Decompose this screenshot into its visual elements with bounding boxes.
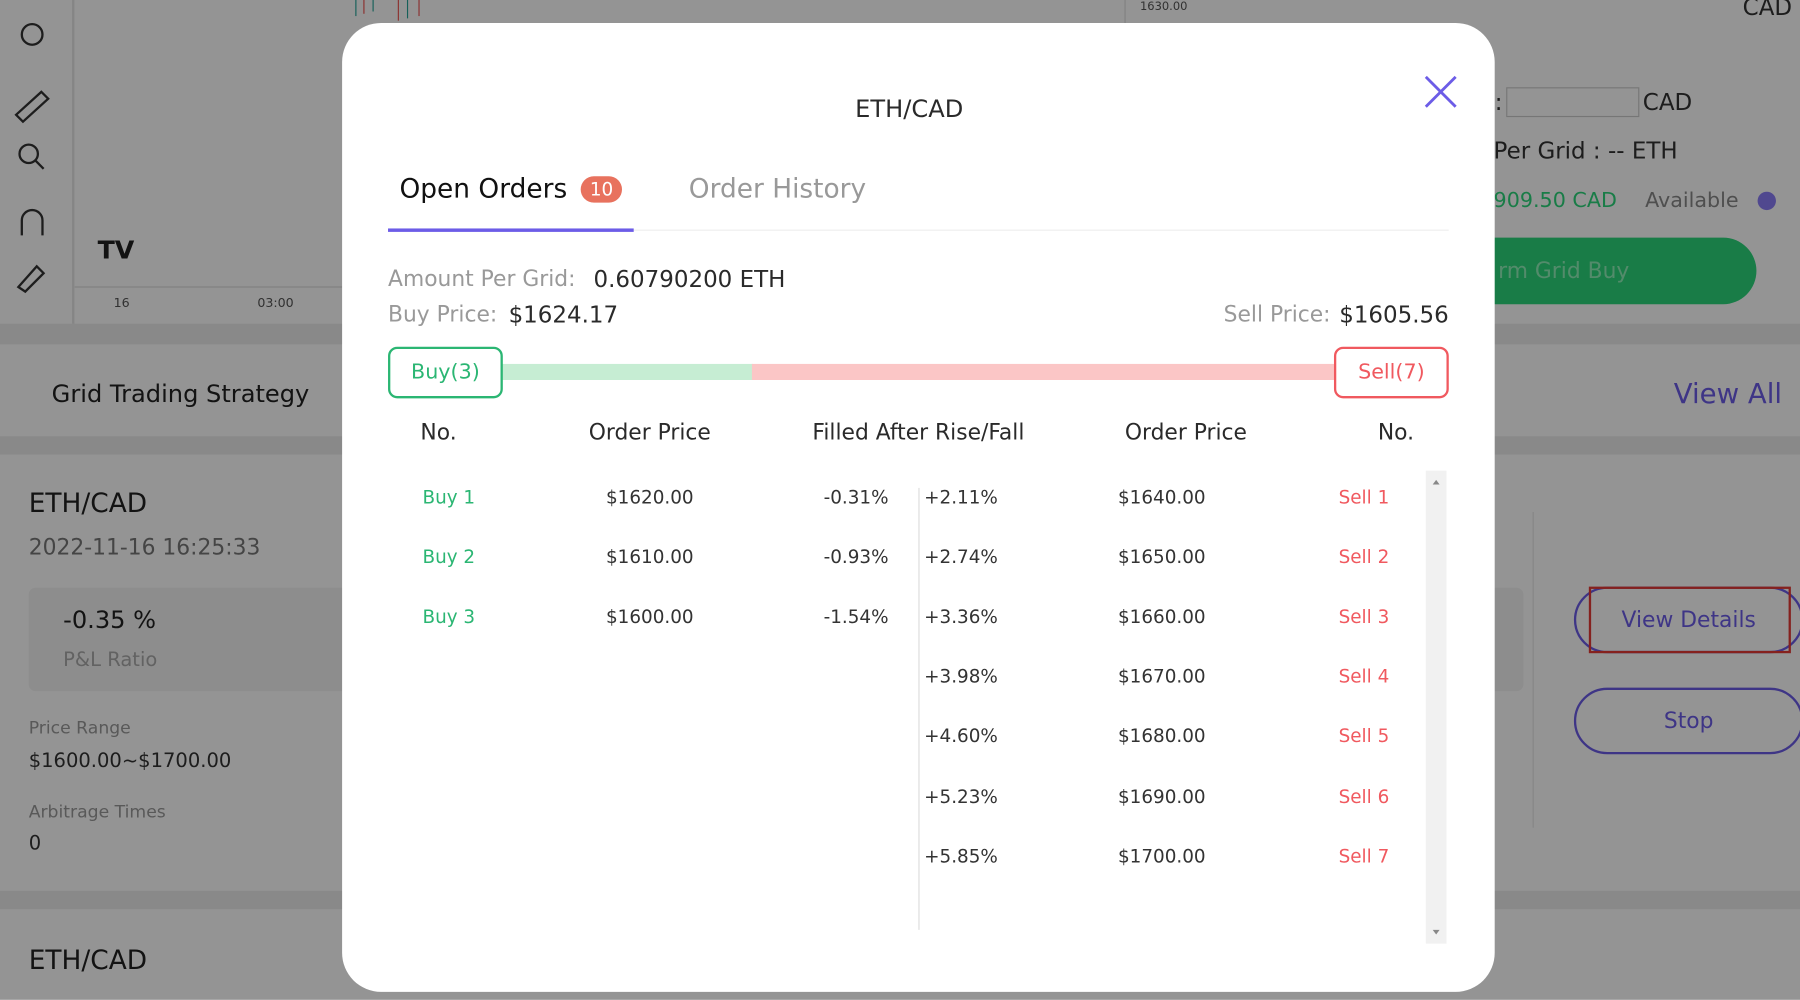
sell-price-value: $1605.56 (1339, 300, 1449, 329)
buy-change: -1.54% (823, 605, 889, 628)
svg-text:TV: TV (98, 235, 135, 264)
view-all[interactable]: View All (1673, 377, 1783, 410)
sell-no: Sell 6 (1338, 785, 1390, 808)
buy-count-tag: Buy(3) (388, 346, 503, 399)
chart-axis-label: 03:00 (257, 295, 294, 311)
toolbar-icons (14, 22, 50, 294)
amount-value: 0.60790200 ETH (593, 265, 786, 293)
column-header: Order Price (588, 420, 711, 446)
info-icon[interactable] (1757, 191, 1776, 211)
sell-no: Sell 7 (1338, 845, 1390, 867)
buy-price: $1620.00 (605, 486, 694, 508)
column-header: No. (1377, 420, 1415, 446)
sell-price: $1660.00 (1117, 605, 1206, 628)
buy-change: -0.93% (823, 545, 889, 568)
column-header: No. (420, 420, 457, 446)
sell-price: $1650.00 (1117, 545, 1206, 568)
sell-count-tag: Sell(7) (1333, 346, 1449, 399)
next-pair: ETH/CAD (28, 945, 148, 976)
tab-divider (388, 229, 1449, 231)
buy-bar (491, 363, 754, 380)
pnl-label: P&L Ratio (63, 648, 158, 672)
sell-price: $1690.00 (1117, 785, 1206, 808)
buy-change: -0.31% (823, 486, 889, 508)
buy-price: $1610.00 (605, 545, 694, 568)
strategy-time: 2022-11-16 16:25:33 (28, 534, 261, 561)
buy-count: Buy(3) (411, 359, 480, 385)
stop-button[interactable]: Stop (1573, 687, 1800, 755)
column-header: Order Price (1124, 420, 1247, 446)
pnl-value: -0.35 % (63, 606, 157, 634)
price-range: $1600.00~$1700.00 (28, 749, 232, 773)
sell-no: Sell 5 (1338, 725, 1390, 748)
stop-label: Stop (1663, 708, 1714, 734)
sell-no: Sell 3 (1338, 605, 1390, 628)
available-label: Available (1645, 188, 1739, 213)
price-range-label: Price Range (28, 717, 131, 739)
sell-change: +2.11% (924, 486, 998, 508)
sell-change: +5.23% (924, 785, 998, 808)
price-tag: 1630.00 (1139, 0, 1188, 14)
confirm-button-label: rm Grid Buy (1498, 258, 1630, 284)
buy-price-value: $1624.17 (508, 300, 619, 329)
highlight-box (1588, 586, 1791, 654)
scrollbar[interactable] (1425, 470, 1447, 944)
sell-price: $1670.00 (1117, 665, 1206, 688)
currency: CAD (1742, 0, 1793, 21)
balance-input[interactable] (1506, 87, 1640, 118)
tab-open-orders[interactable]: Open Orders (399, 174, 568, 205)
orders-modal: ETH/CAD Open Orders 10 Order History Amo… (342, 22, 1495, 992)
tab-order-history[interactable]: Order History (688, 174, 867, 205)
modal-title: ETH/CAD (855, 95, 964, 123)
divider (1532, 512, 1534, 828)
center-divider (918, 487, 920, 930)
view-details-label: View Details (1621, 607, 1756, 633)
tab-underline (388, 228, 634, 232)
sell-price: $1700.00 (1117, 845, 1206, 867)
sell-change: +5.85% (924, 845, 998, 867)
buy-price: $1600.00 (605, 605, 694, 628)
sell-no: Sell 2 (1338, 545, 1390, 568)
toolbar (0, 0, 74, 324)
sell-no: Sell 4 (1338, 665, 1390, 688)
sell-change: +4.60% (924, 725, 998, 748)
buy-no: Buy 1 (422, 486, 476, 508)
chart-axis-label: 16 (113, 295, 130, 311)
balance-suffix: CAD (1642, 88, 1693, 116)
per-grid: Per Grid : -- ETH (1493, 136, 1678, 165)
sell-price: $1640.00 (1117, 486, 1206, 508)
arbitrage-label: Arbitrage Times (28, 801, 166, 822)
tab-badge: 10 (580, 176, 623, 203)
column-header: Filled After Rise/Fall (812, 420, 1025, 446)
scroll-arrows (1432, 479, 1440, 935)
sell-change: +3.36% (924, 605, 998, 628)
buy-no: Buy 3 (422, 605, 476, 628)
strategy-pair: ETH/CAD (28, 489, 148, 519)
buy-no: Buy 2 (422, 545, 476, 568)
close-button[interactable] (1421, 72, 1460, 111)
sell-no: Sell 1 (1338, 486, 1390, 508)
section-title: Grid Trading Strategy (51, 379, 310, 408)
arbitrage-value: 0 (28, 832, 42, 856)
sell-price: $1680.00 (1117, 725, 1206, 748)
sell-price-label: Sell Price: (1223, 301, 1331, 328)
available-amount: 909.50 CAD (1493, 188, 1617, 213)
sell-bar (751, 363, 1338, 380)
sell-change: +3.98% (924, 665, 998, 688)
sell-count: Sell(7) (1358, 359, 1425, 385)
amount-label: Amount Per Grid: (388, 266, 576, 292)
sell-change: +2.74% (924, 545, 998, 568)
buy-price-label: Buy Price: (388, 301, 498, 328)
balance-prefix: : (1494, 88, 1503, 116)
